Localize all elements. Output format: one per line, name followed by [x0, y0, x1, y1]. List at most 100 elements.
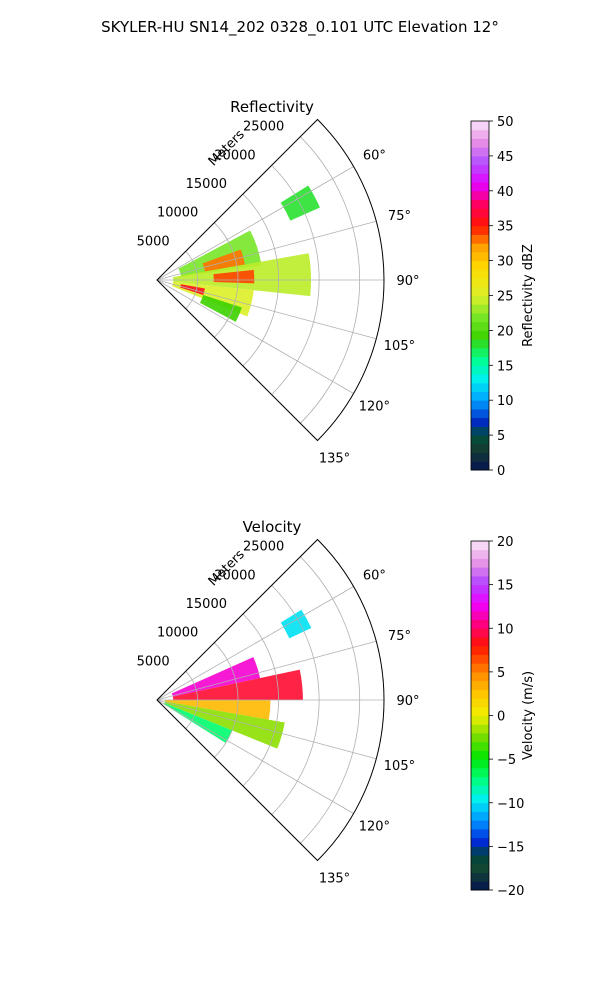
colorbar-segment: [471, 872, 489, 882]
colorbar-segment: [471, 575, 489, 586]
echo-region: [164, 700, 271, 720]
colorbar-segment: [471, 443, 489, 454]
subplot-title: Reflectivity: [230, 98, 314, 116]
colorbar-segment: [471, 671, 489, 682]
echo-region: [280, 185, 320, 221]
colorbar-segment: [471, 732, 489, 743]
azimuth-tick-label: 120°: [359, 820, 390, 835]
colorbar-segment: [471, 706, 489, 716]
azimuth-tick-label: 60°: [363, 569, 386, 584]
colorbar-segment: [471, 278, 489, 288]
colorbar-tick-label: 15: [497, 359, 514, 374]
colorbar-tick-label: 45: [497, 150, 514, 165]
colorbar-segment: [471, 558, 489, 568]
range-tick-label: 10000: [157, 206, 198, 221]
colorbar-tick-label: 5: [497, 666, 505, 681]
colorbar-segment: [471, 645, 489, 655]
azimuth-spoke: [156, 166, 354, 281]
colorbar-segment: [471, 260, 489, 270]
colorbar-segment: [471, 426, 489, 436]
azimuth-spoke: [156, 586, 354, 701]
colorbar-segment: [471, 636, 489, 647]
colorbar-segment: [471, 811, 489, 821]
colorbar-segment: [471, 837, 489, 847]
colorbar-tick-label: −15: [497, 840, 524, 855]
colorbar-segment: [471, 680, 489, 690]
azimuth-spoke: [156, 279, 354, 394]
colorbar-segment: [471, 802, 489, 812]
colorbar-segment: [471, 391, 489, 401]
colorbar-segment: [471, 593, 489, 603]
colorbar-segment: [471, 767, 489, 778]
range-tick-label: 20000: [214, 568, 255, 583]
colorbar-tick-label: 20: [497, 324, 514, 339]
colorbar-segment: [471, 164, 489, 174]
colorbar-segment: [471, 365, 489, 375]
colorbar-segment: [471, 785, 489, 795]
colorbar-segment: [471, 121, 489, 131]
colorbar-segment: [471, 147, 489, 157]
colorbar-tick-label: 35: [497, 220, 514, 235]
colorbar-segment: [471, 628, 489, 638]
colorbar-tick-label: −20: [497, 884, 524, 899]
colorbar-segment: [471, 435, 489, 445]
colorbar-segment: [471, 234, 489, 244]
colorbar-segment: [471, 312, 489, 323]
colorbar-segment: [471, 750, 489, 760]
colorbar-segment: [471, 855, 489, 865]
sector-outline: [156, 118, 385, 442]
colorbar-tick-label: 5: [497, 429, 505, 444]
colorbar-segment: [471, 828, 489, 839]
colorbar-tick-label: 50: [497, 115, 514, 130]
colorbar-segment: [471, 347, 489, 358]
colorbar-tick-label: 10: [497, 622, 514, 637]
colorbar-segment: [471, 741, 489, 751]
colorbar-segment: [471, 881, 489, 891]
colorbar-segment: [471, 794, 489, 804]
colorbar-segment: [471, 408, 489, 419]
colorbar-segment: [471, 356, 489, 366]
colorbar-segment: [471, 295, 489, 305]
colorbar-label: Reflectivity dBZ: [521, 244, 536, 347]
colorbar-segment: [471, 541, 489, 551]
azimuth-tick-label: 105°: [384, 759, 415, 774]
colorbar-tick-label: 0: [497, 464, 505, 479]
azimuth-tick-label: 90°: [396, 694, 419, 709]
colorbar-segment: [471, 602, 489, 612]
colorbar-segment: [471, 321, 489, 331]
colorbar-segment: [471, 820, 489, 830]
range-tick-label: 5000: [137, 654, 170, 669]
range-tick-label: 15000: [186, 177, 227, 192]
colorbar-tick-label: −10: [497, 797, 524, 812]
echo-region: [172, 669, 303, 700]
azimuth-tick-label: 135°: [319, 451, 350, 466]
colorbar-segment: [471, 225, 489, 235]
colorbar-segment: [471, 304, 489, 314]
velocity-panel: 60° 75° 90° 105° 120° 135° 5000 10000 15000 20000…: [137, 518, 536, 899]
colorbar-segment: [471, 155, 489, 166]
colorbar-segment: [471, 689, 489, 699]
colorbar-segment: [471, 269, 489, 279]
colorbar-segment: [471, 417, 489, 427]
azimuth-tick-label: 105°: [384, 339, 415, 354]
colorbar-segment: [471, 567, 489, 577]
sector-outline: [156, 538, 385, 862]
azimuth-spoke: [156, 699, 354, 814]
colorbar-segment: [471, 846, 489, 856]
colorbar-segment: [471, 173, 489, 183]
colorbar-segment: [471, 339, 489, 349]
echo-region: [164, 701, 285, 749]
colorbar: −20 −15 −10 −5 0 5 10 15 20 Velocity (m/s): [470, 535, 536, 899]
colorbar-tick-label: 15: [497, 579, 514, 594]
colorbar-segment: [471, 759, 489, 769]
colorbar-segment: [471, 400, 489, 410]
azimuth-tick-label: 75°: [388, 209, 411, 224]
colorbar-tick-label: 40: [497, 185, 514, 200]
colorbar-tick-label: 25: [497, 290, 514, 305]
azimuth-tick-label: 135°: [319, 871, 350, 886]
colorbar-tick-label: −5: [497, 753, 516, 768]
colorbar-segment: [471, 216, 489, 227]
range-tick-label: 10000: [157, 626, 198, 641]
colorbar-segment: [471, 208, 489, 218]
colorbar-segment: [471, 549, 489, 559]
